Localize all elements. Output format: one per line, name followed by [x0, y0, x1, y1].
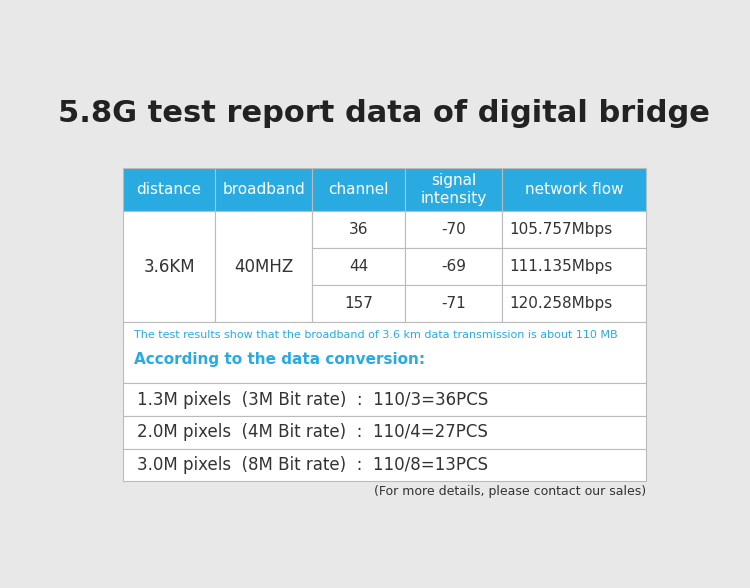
FancyBboxPatch shape	[215, 211, 313, 322]
Text: -70: -70	[441, 222, 466, 237]
Text: signal
intensity: signal intensity	[421, 173, 487, 206]
FancyBboxPatch shape	[313, 285, 405, 322]
FancyBboxPatch shape	[405, 248, 502, 285]
Text: 120.258Mbps: 120.258Mbps	[509, 296, 612, 311]
FancyBboxPatch shape	[502, 285, 646, 322]
FancyBboxPatch shape	[502, 168, 646, 211]
FancyBboxPatch shape	[123, 211, 215, 322]
FancyBboxPatch shape	[123, 449, 646, 481]
FancyBboxPatch shape	[123, 322, 646, 383]
Text: 1.3M pixels  (3M Bit rate)  :  110/3=36PCS: 1.3M pixels (3M Bit rate) : 110/3=36PCS	[137, 390, 488, 409]
FancyBboxPatch shape	[123, 383, 646, 416]
Text: 3.0M pixels  (8M Bit rate)  :  110/8=13PCS: 3.0M pixels (8M Bit rate) : 110/8=13PCS	[137, 456, 488, 474]
FancyBboxPatch shape	[123, 416, 646, 449]
FancyBboxPatch shape	[405, 285, 502, 322]
Text: distance: distance	[136, 182, 202, 197]
Text: broadband: broadband	[223, 182, 305, 197]
FancyBboxPatch shape	[313, 211, 405, 248]
Text: channel: channel	[328, 182, 389, 197]
FancyBboxPatch shape	[502, 211, 646, 248]
Text: -71: -71	[441, 296, 466, 311]
Text: 111.135Mbps: 111.135Mbps	[509, 259, 612, 274]
Text: 36: 36	[349, 222, 368, 237]
Text: 5.8G test report data of digital bridge: 5.8G test report data of digital bridge	[58, 99, 710, 128]
Text: According to the data conversion:: According to the data conversion:	[134, 352, 425, 367]
Text: 105.757Mbps: 105.757Mbps	[509, 222, 612, 237]
Text: network flow: network flow	[525, 182, 623, 197]
Text: 44: 44	[349, 259, 368, 274]
FancyBboxPatch shape	[123, 168, 215, 211]
Text: 40MHZ: 40MHZ	[234, 258, 293, 276]
FancyBboxPatch shape	[313, 248, 405, 285]
Text: (For more details, please contact our sales): (For more details, please contact our sa…	[374, 485, 646, 497]
FancyBboxPatch shape	[405, 168, 502, 211]
Text: 2.0M pixels  (4M Bit rate)  :  110/4=27PCS: 2.0M pixels (4M Bit rate) : 110/4=27PCS	[137, 423, 488, 442]
Text: 3.6KM: 3.6KM	[143, 258, 195, 276]
FancyBboxPatch shape	[405, 211, 502, 248]
Text: The test results show that the broadband of 3.6 km data transmission is about 11: The test results show that the broadband…	[134, 330, 618, 340]
Text: 157: 157	[344, 296, 374, 311]
FancyBboxPatch shape	[215, 168, 313, 211]
FancyBboxPatch shape	[502, 248, 646, 285]
FancyBboxPatch shape	[313, 168, 405, 211]
Text: -69: -69	[441, 259, 466, 274]
